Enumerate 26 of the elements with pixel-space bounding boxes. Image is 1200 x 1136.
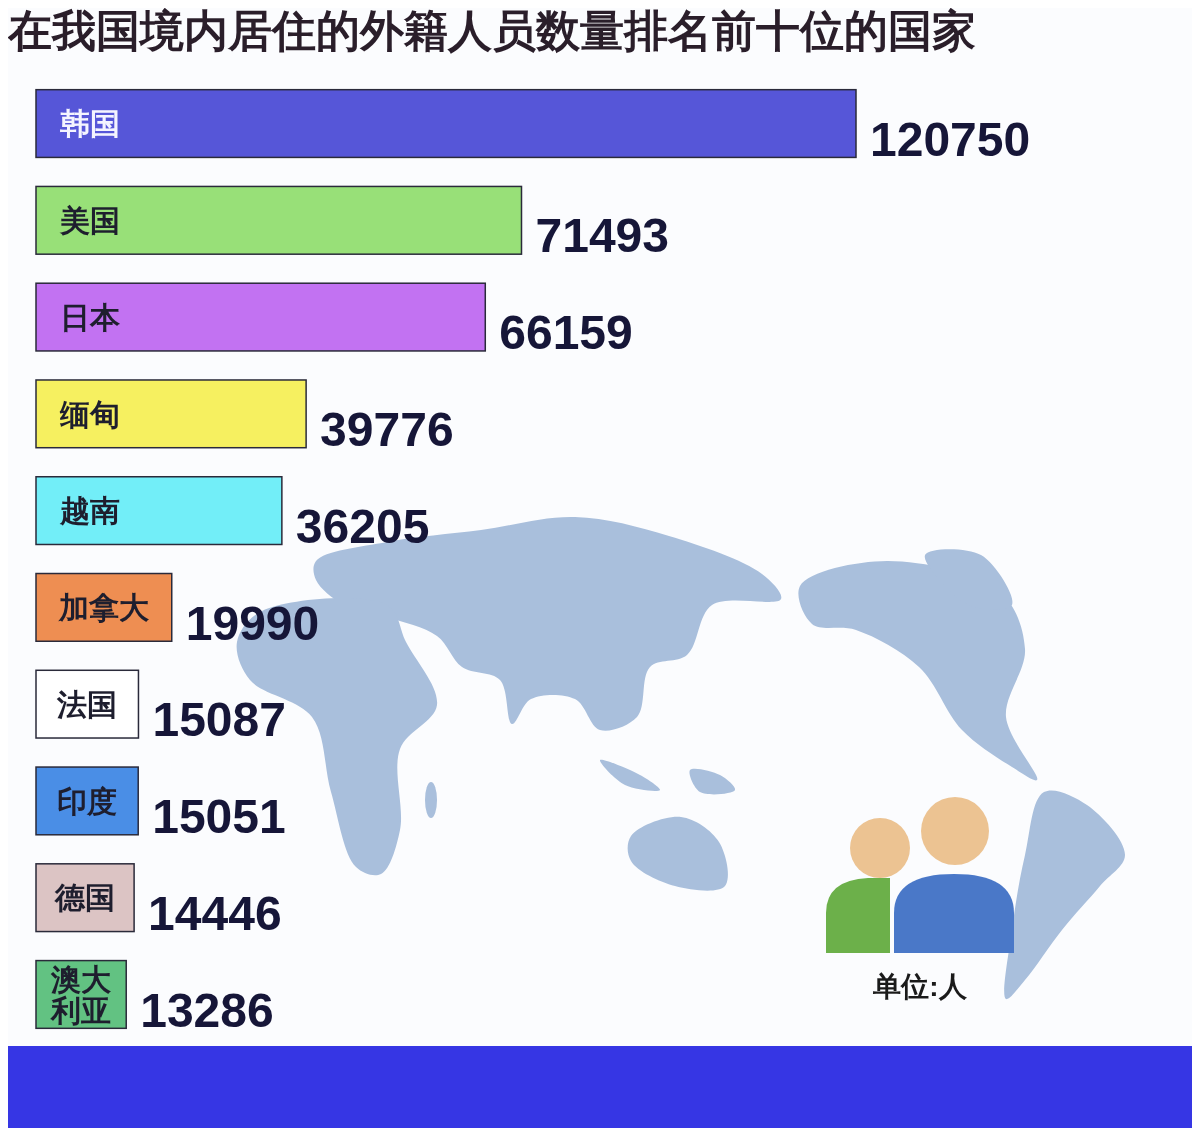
data-label: 15051 xyxy=(152,790,286,844)
text: 单位:人 xyxy=(872,971,968,1002)
bar xyxy=(35,476,283,546)
y-tick-label: 美国 xyxy=(59,204,120,238)
bar xyxy=(35,282,487,352)
bar xyxy=(35,88,857,159)
y-tick-label: 印度 xyxy=(57,784,118,818)
y-tick-label: 越南 xyxy=(59,494,120,528)
y-tick-label: 缅甸 xyxy=(59,397,120,431)
bar xyxy=(35,185,523,255)
y-tick-label: 加拿大 xyxy=(57,591,150,625)
data-label: 13286 xyxy=(140,983,274,1037)
y-tick-label: 德国 xyxy=(54,881,116,915)
data-label: 14446 xyxy=(148,886,282,940)
y-tick-label: 日本 xyxy=(60,300,121,334)
data-label: 66159 xyxy=(499,306,633,360)
data-label: 39776 xyxy=(320,403,454,457)
data-label: 36205 xyxy=(295,499,430,553)
y-tick-label: 法国 xyxy=(56,687,118,721)
y-tick-label: 澳大利亚 xyxy=(50,962,113,1027)
data-label: 19990 xyxy=(185,596,320,650)
data-label: 71493 xyxy=(535,209,669,263)
data-label: 15087 xyxy=(152,693,286,747)
y-tick-label: 韩国 xyxy=(59,107,120,141)
bar xyxy=(35,379,307,449)
data-label: 120750 xyxy=(870,112,1031,166)
